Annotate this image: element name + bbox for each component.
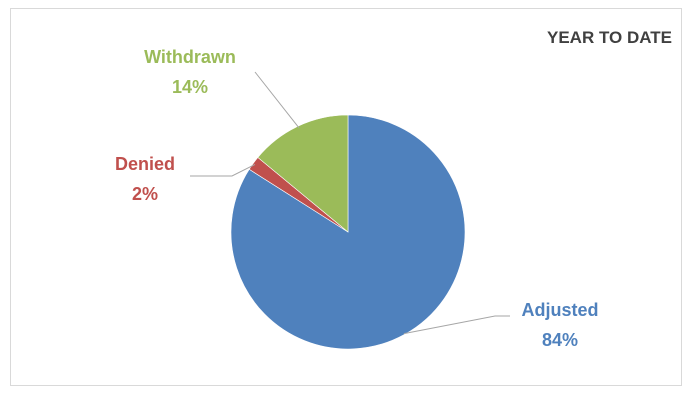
slice-value-denied: 2% <box>132 184 158 204</box>
slice-labels: Adjusted 84% Denied 2% Withdrawn 14% <box>115 47 599 350</box>
pie-slices <box>230 114 466 350</box>
chart-title: YEAR TO DATE <box>547 28 672 47</box>
slice-value-withdrawn: 14% <box>172 77 208 97</box>
slice-label-withdrawn: Withdrawn <box>144 47 236 67</box>
slice-label-denied: Denied <box>115 154 175 174</box>
leader-line-adjusted <box>403 315 510 335</box>
leader-lines <box>190 71 510 335</box>
slice-label-adjusted: Adjusted <box>521 300 598 320</box>
leader-line-withdrawn <box>254 71 300 129</box>
leader-line-denied <box>190 163 256 177</box>
slice-value-adjusted: 84% <box>542 330 578 350</box>
